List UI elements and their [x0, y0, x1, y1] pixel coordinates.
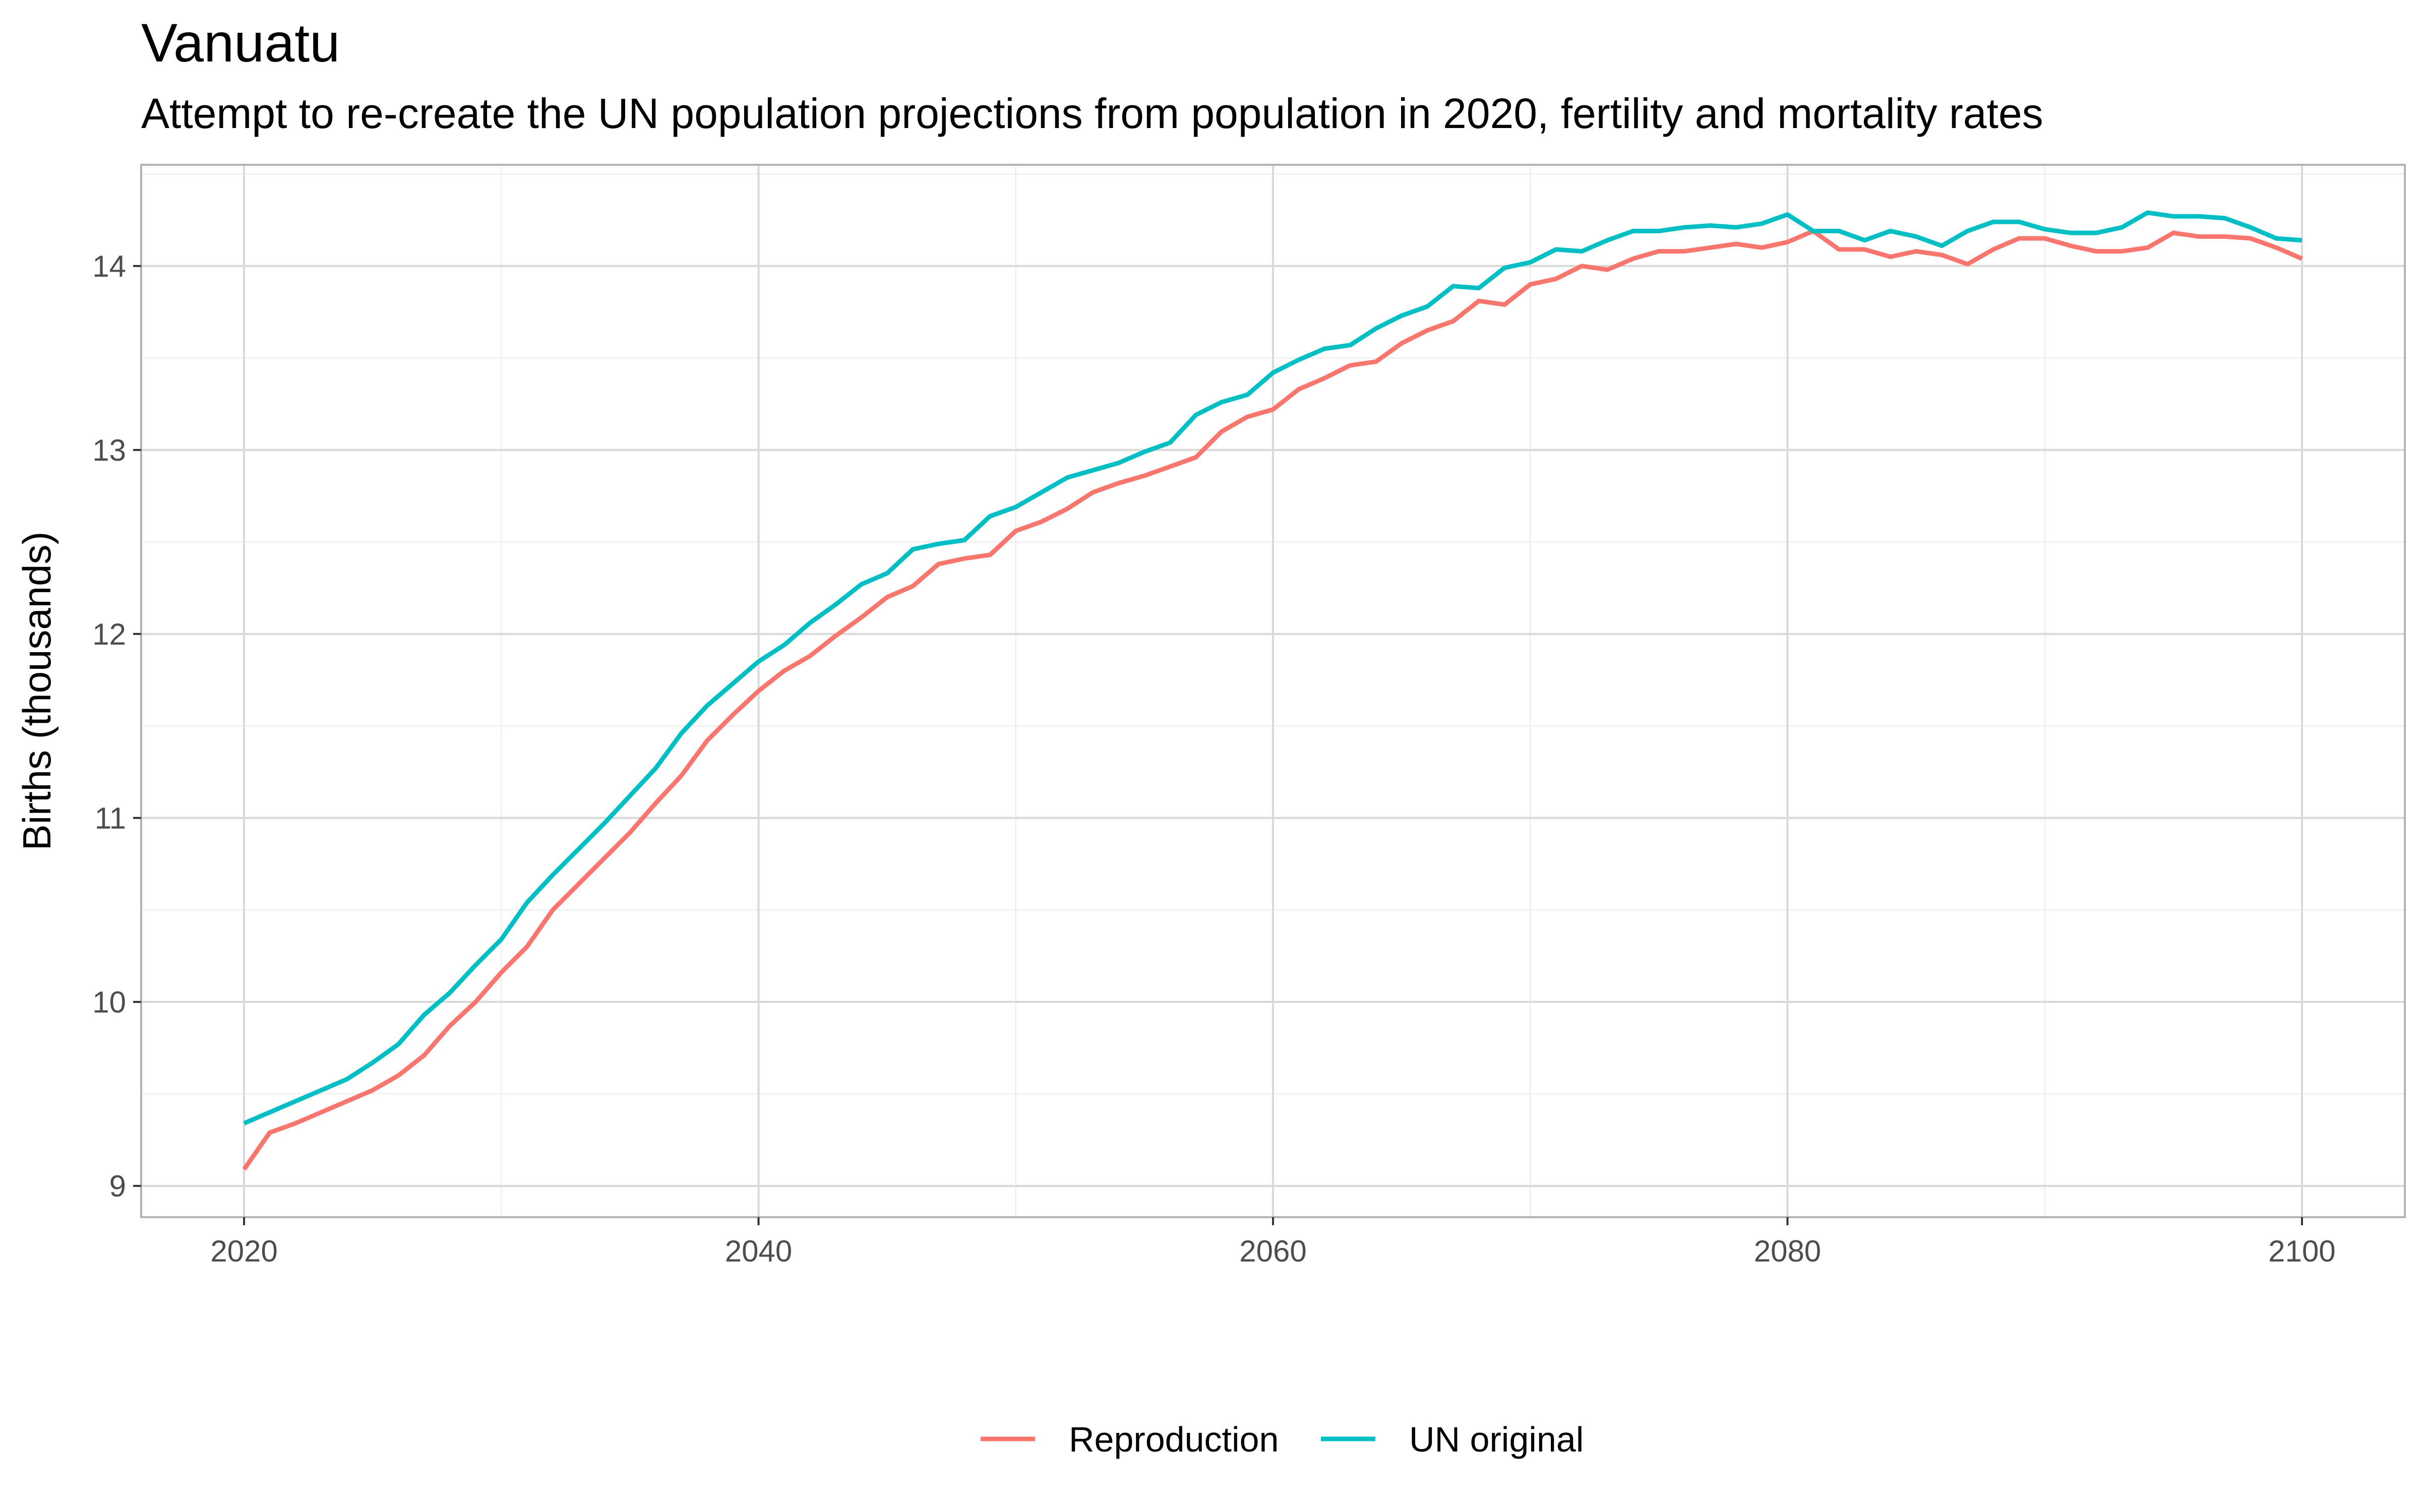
y-axis-title: Births (thousands): [15, 532, 59, 851]
chart-title: Vanuatu: [141, 12, 340, 73]
y-tick-label: 12: [92, 617, 126, 651]
x-tick-label: 2080: [1754, 1234, 1821, 1268]
x-tick-label: 2040: [725, 1234, 792, 1268]
series-line-un-original: [243, 210, 2303, 1125]
axis-layer: 2020 2040 2060 2080 2100 9 10 11 12 13 14: [92, 249, 2335, 1268]
x-tick-label: 2020: [210, 1234, 277, 1268]
y-tick-label: 9: [109, 1169, 126, 1203]
legend: Reproduction UN original: [981, 1420, 1584, 1459]
legend-label-reproduction: Reproduction: [1069, 1420, 1279, 1459]
x-tick-label: 2100: [2268, 1234, 2335, 1268]
series-line-reproduction: [242, 228, 2303, 1171]
y-tick-label: 10: [92, 985, 126, 1019]
chart-subtitle: Attempt to re-create the UN population p…: [141, 90, 2043, 137]
grid-layer: [141, 165, 2405, 1217]
y-tick-label: 14: [92, 249, 126, 283]
y-tick-label: 11: [95, 801, 126, 835]
series-layer: [242, 210, 2303, 1171]
legend-label-un-original: UN original: [1409, 1420, 1584, 1459]
x-tick-label: 2060: [1239, 1234, 1306, 1268]
y-tick-label: 13: [92, 433, 126, 467]
